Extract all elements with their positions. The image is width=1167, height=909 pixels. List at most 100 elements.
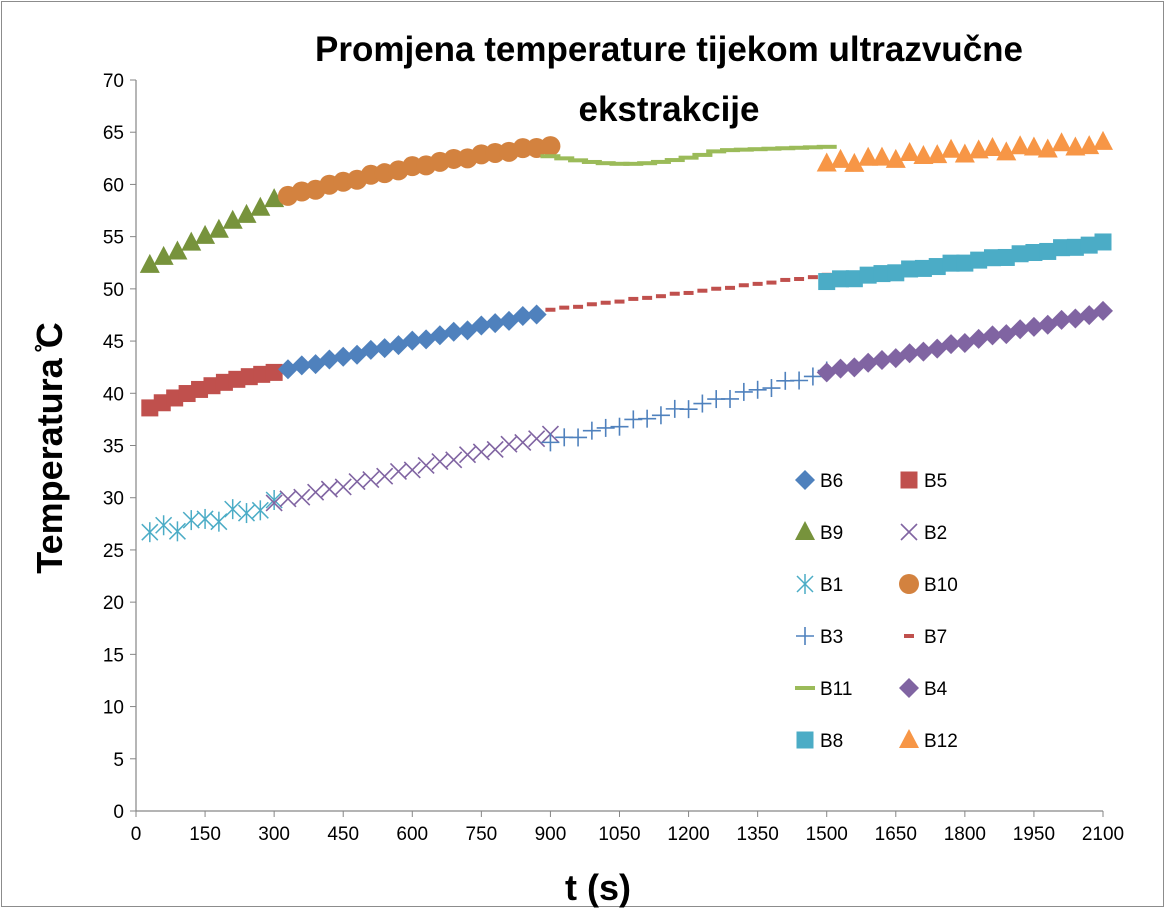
data-point-b8: [997, 248, 1015, 266]
data-point-b2: [362, 471, 380, 489]
x-axis-title: t (s): [565, 867, 631, 908]
y-tick-label: 5: [113, 750, 124, 771]
series-b6: [277, 304, 547, 380]
data-point-b9: [236, 203, 257, 223]
data-point-b7: [807, 275, 818, 280]
series-b1: [141, 490, 283, 543]
data-point-b2: [307, 483, 325, 501]
data-point-b7: [586, 302, 597, 307]
data-point-b12: [871, 146, 892, 166]
data-point-b2: [500, 435, 518, 453]
data-point-b8: [1066, 238, 1084, 256]
series-b3: [541, 361, 836, 452]
data-point-b2: [486, 440, 504, 459]
legend-item-b4: B4: [899, 678, 948, 700]
data-point-b7: [614, 299, 625, 304]
legend-item-b1: B1: [796, 574, 843, 596]
data-point-b8: [818, 273, 836, 291]
data-point-b8: [859, 266, 877, 284]
data-point-b7: [559, 305, 570, 310]
series-b11: [540, 144, 837, 166]
legend-label-b6: B6: [820, 471, 843, 492]
data-point-b1: [141, 522, 159, 543]
data-point-b12: [941, 138, 962, 158]
x-tick-label: 1050: [598, 824, 640, 845]
data-point-b11: [761, 146, 782, 151]
data-point-b2: [376, 467, 394, 485]
legend-marker-b1: [796, 574, 814, 594]
y-tick-label: 45: [103, 332, 124, 353]
data-point-b11: [554, 156, 575, 161]
data-point-b1: [168, 521, 186, 542]
data-point-b2: [472, 443, 490, 461]
series-b10: [277, 136, 561, 206]
series-b5: [141, 363, 283, 417]
data-point-b3: [693, 394, 712, 413]
data-point-b1: [265, 490, 283, 511]
x-tick-label: 2100: [1082, 824, 1124, 845]
y-tick-label: 70: [103, 71, 124, 92]
x-tick-label: 1800: [944, 824, 986, 845]
data-point-b2: [431, 452, 449, 471]
data-point-b8: [832, 270, 850, 288]
data-point-b6: [402, 330, 423, 351]
data-point-b7: [711, 286, 722, 291]
data-point-b2: [320, 480, 338, 498]
x-tick-label: 150: [189, 824, 221, 845]
data-point-b3: [734, 382, 753, 401]
data-point-b8: [845, 270, 863, 288]
data-point-b2: [348, 473, 366, 491]
legend-label-b8: B8: [820, 731, 843, 752]
data-point-b3: [651, 406, 670, 425]
y-tick-label: 10: [103, 698, 124, 719]
data-point-b2: [279, 490, 297, 508]
data-point-b8: [1053, 239, 1071, 257]
data-point-b1: [155, 515, 173, 536]
data-point-b9: [167, 240, 188, 260]
data-point-b2: [528, 430, 546, 448]
data-point-b3: [790, 371, 809, 390]
data-point-b1: [210, 511, 228, 532]
data-point-b6: [360, 339, 381, 360]
data-point-b6: [526, 304, 547, 325]
data-point-b7: [545, 307, 556, 312]
data-point-b8: [914, 259, 932, 277]
legend-marker-b9: [795, 521, 815, 540]
legend-marker-b12: [899, 729, 919, 748]
data-point-b4: [1065, 308, 1086, 329]
data-point-b7: [725, 285, 736, 290]
data-point-b6: [333, 346, 354, 367]
data-point-b6: [471, 315, 492, 336]
data-point-b8: [873, 265, 891, 283]
legend-marker-b5: [900, 471, 918, 489]
legend-marker-b4: [899, 678, 919, 698]
legend-marker-b8: [796, 731, 814, 749]
legend-marker-b6: [795, 470, 815, 490]
data-point-b7: [766, 280, 777, 285]
x-tick-label: 1950: [1013, 824, 1055, 845]
data-point-b3: [803, 367, 822, 386]
x-tick-label: 1500: [806, 824, 848, 845]
data-point-b2: [265, 494, 283, 512]
y-axis-title: Temperatura ̊C: [29, 322, 70, 573]
data-point-b4: [1023, 316, 1044, 337]
data-point-b7: [683, 290, 694, 295]
legend-label-b9: B9: [820, 523, 843, 544]
y-tick-label: 20: [103, 593, 124, 614]
data-point-b3: [541, 433, 560, 452]
legend-label-b2: B2: [924, 523, 947, 544]
data-point-b4: [968, 328, 989, 349]
data-point-b8: [1094, 233, 1112, 251]
data-point-b2: [334, 478, 352, 496]
legend-marker-b10: [899, 574, 919, 594]
data-point-b4: [1093, 300, 1113, 321]
data-point-b3: [762, 379, 781, 398]
data-point-b2: [445, 451, 463, 469]
series-b12: [816, 130, 1113, 172]
data-point-b1: [237, 503, 256, 524]
data-point-b12: [1093, 130, 1113, 150]
data-point-b6: [374, 338, 395, 359]
data-point-b4: [913, 341, 934, 362]
legend: B6 B5 B9 B2 B1 B10 B3 B7 B11 B4 B8 B12: [795, 470, 958, 752]
